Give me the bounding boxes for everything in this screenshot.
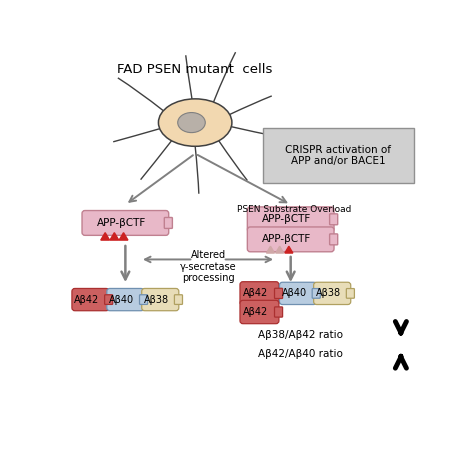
Text: APP-βCTF: APP-βCTF: [263, 234, 311, 245]
Text: Aβ40: Aβ40: [282, 288, 307, 299]
Polygon shape: [119, 233, 128, 240]
Text: Aβ42: Aβ42: [243, 288, 268, 299]
FancyBboxPatch shape: [274, 288, 283, 299]
FancyBboxPatch shape: [263, 128, 414, 183]
FancyBboxPatch shape: [247, 207, 334, 232]
FancyBboxPatch shape: [174, 295, 182, 304]
Polygon shape: [275, 246, 284, 253]
Polygon shape: [101, 233, 109, 240]
FancyBboxPatch shape: [240, 301, 279, 324]
Ellipse shape: [158, 99, 232, 146]
FancyBboxPatch shape: [82, 210, 169, 236]
FancyBboxPatch shape: [139, 295, 147, 304]
FancyBboxPatch shape: [105, 295, 113, 304]
Text: Aβ40: Aβ40: [109, 295, 134, 305]
Text: Aβ38: Aβ38: [316, 288, 341, 299]
Ellipse shape: [178, 112, 205, 133]
FancyBboxPatch shape: [274, 307, 283, 317]
FancyBboxPatch shape: [142, 289, 179, 311]
FancyBboxPatch shape: [329, 234, 337, 245]
FancyBboxPatch shape: [107, 289, 144, 311]
FancyBboxPatch shape: [280, 282, 317, 304]
FancyBboxPatch shape: [329, 214, 337, 225]
FancyBboxPatch shape: [164, 218, 173, 228]
Text: Aβ42/Aβ40 ratio: Aβ42/Aβ40 ratio: [258, 349, 343, 359]
Text: PSEN Substrate Overload: PSEN Substrate Overload: [237, 205, 352, 214]
FancyBboxPatch shape: [346, 289, 355, 298]
Polygon shape: [110, 233, 119, 240]
FancyBboxPatch shape: [247, 227, 334, 252]
Text: Aβ38/Aβ42 ratio: Aβ38/Aβ42 ratio: [258, 330, 343, 340]
Text: Aβ38: Aβ38: [144, 295, 169, 305]
Text: Altered
γ-secretase
processing: Altered γ-secretase processing: [180, 250, 237, 283]
Polygon shape: [285, 246, 293, 253]
Text: FAD PSEN mutant  cells: FAD PSEN mutant cells: [118, 63, 273, 76]
Text: CRISPR activation of
APP and/or BACE1: CRISPR activation of APP and/or BACE1: [285, 145, 392, 166]
Text: Aβ42: Aβ42: [243, 307, 268, 317]
FancyBboxPatch shape: [314, 282, 351, 304]
Text: Aβ42: Aβ42: [74, 295, 100, 305]
FancyBboxPatch shape: [72, 289, 109, 311]
FancyBboxPatch shape: [240, 282, 279, 305]
FancyBboxPatch shape: [312, 289, 320, 298]
Text: APP-βCTF: APP-βCTF: [263, 214, 311, 224]
Text: APP-βCTF: APP-βCTF: [97, 218, 146, 228]
Polygon shape: [266, 246, 274, 253]
